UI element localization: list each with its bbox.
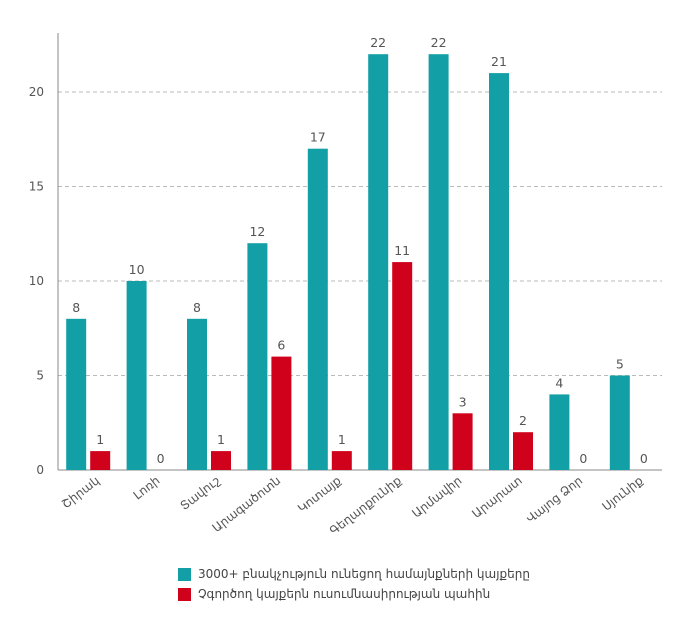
y-tick-label: 20 xyxy=(29,85,44,99)
bar-series-2[interactable] xyxy=(331,451,352,470)
data-label-series-2: 3 xyxy=(459,394,467,409)
bar-series-1[interactable] xyxy=(187,318,207,470)
bar-series-2[interactable] xyxy=(452,413,473,470)
bar-series-2[interactable] xyxy=(211,451,231,470)
legend-item-series-2[interactable]: Չգործող կայքերն ուսումնասիրության պահին xyxy=(178,584,530,604)
bar-series-1[interactable] xyxy=(609,375,630,471)
x-category-label: Լոռի xyxy=(131,473,163,502)
bar-series-1[interactable] xyxy=(307,148,328,470)
y-axis-ticks: 0 5 10 15 20 xyxy=(29,85,44,477)
data-label-series-2: 11 xyxy=(394,243,410,258)
data-label-series-1: 17 xyxy=(310,130,326,145)
legend-swatch-series-1 xyxy=(178,567,191,581)
x-category-label: Արմավիր xyxy=(409,473,464,520)
bar-series-1[interactable] xyxy=(66,318,87,470)
x-category-label: Վայոց Ձոր xyxy=(524,473,586,526)
y-tick-label: 0 xyxy=(36,463,44,477)
data-label-series-2: 1 xyxy=(217,432,225,447)
data-label-series-1: 22 xyxy=(370,35,386,50)
data-label-series-2: 1 xyxy=(96,432,104,447)
data-labels: 8 1 10 0 8 1 12 6 17 1 22 11 22 3 21 2 4 0 5 0 xyxy=(72,35,648,466)
bars xyxy=(66,54,630,470)
x-category-label: Արարատ xyxy=(469,473,524,521)
x-category-label: Սյունիք xyxy=(599,473,645,513)
legend: 3000+ բնակչություն ունեցող համայնքների կ… xyxy=(178,564,530,604)
x-category-label: Տավուշ xyxy=(178,473,223,513)
data-label-series-1: 5 xyxy=(616,357,624,372)
bar-series-1[interactable] xyxy=(126,281,147,470)
bar-series-1[interactable] xyxy=(368,54,389,470)
legend-swatch-series-2 xyxy=(178,587,191,601)
bar-series-1[interactable] xyxy=(247,243,268,470)
x-category-label: Շիրակ xyxy=(59,473,102,511)
data-label-series-2: 1 xyxy=(338,432,346,447)
y-tick-label: 15 xyxy=(29,180,44,194)
bar-series-1[interactable] xyxy=(489,73,509,470)
bar-series-2[interactable] xyxy=(513,432,533,470)
data-label-series-2: 0 xyxy=(640,451,648,466)
data-label-series-1: 10 xyxy=(129,262,145,277)
data-label-series-2: 0 xyxy=(579,451,587,466)
legend-label-series-1: 3000+ բնակչություն ունեցող համայնքների կ… xyxy=(198,567,530,581)
legend-label-series-2: Չգործող կայքերն ուսումնասիրության պահին xyxy=(198,587,491,601)
y-tick-label: 5 xyxy=(36,369,44,383)
data-label-series-1: 4 xyxy=(555,375,563,390)
y-tick-label: 10 xyxy=(29,274,44,288)
bar-series-1[interactable] xyxy=(549,394,570,470)
x-category-label: Կոտայք xyxy=(295,473,344,515)
bar-series-2[interactable] xyxy=(392,262,413,470)
data-label-series-1: 8 xyxy=(72,300,80,315)
bar-series-2[interactable] xyxy=(271,356,292,470)
data-label-series-1: 21 xyxy=(491,54,507,69)
gridlines xyxy=(58,91,662,376)
data-label-series-1: 8 xyxy=(193,300,201,315)
data-label-series-2: 2 xyxy=(519,413,527,428)
data-label-series-2: 0 xyxy=(157,451,165,466)
bar-series-2[interactable] xyxy=(90,451,111,470)
data-label-series-1: 12 xyxy=(249,224,265,239)
data-label-series-1: 22 xyxy=(431,35,447,50)
data-label-series-2: 6 xyxy=(277,338,285,353)
bar-series-1[interactable] xyxy=(428,54,449,470)
legend-item-series-1[interactable]: 3000+ բնակչություն ունեցող համայնքների կ… xyxy=(178,564,530,584)
